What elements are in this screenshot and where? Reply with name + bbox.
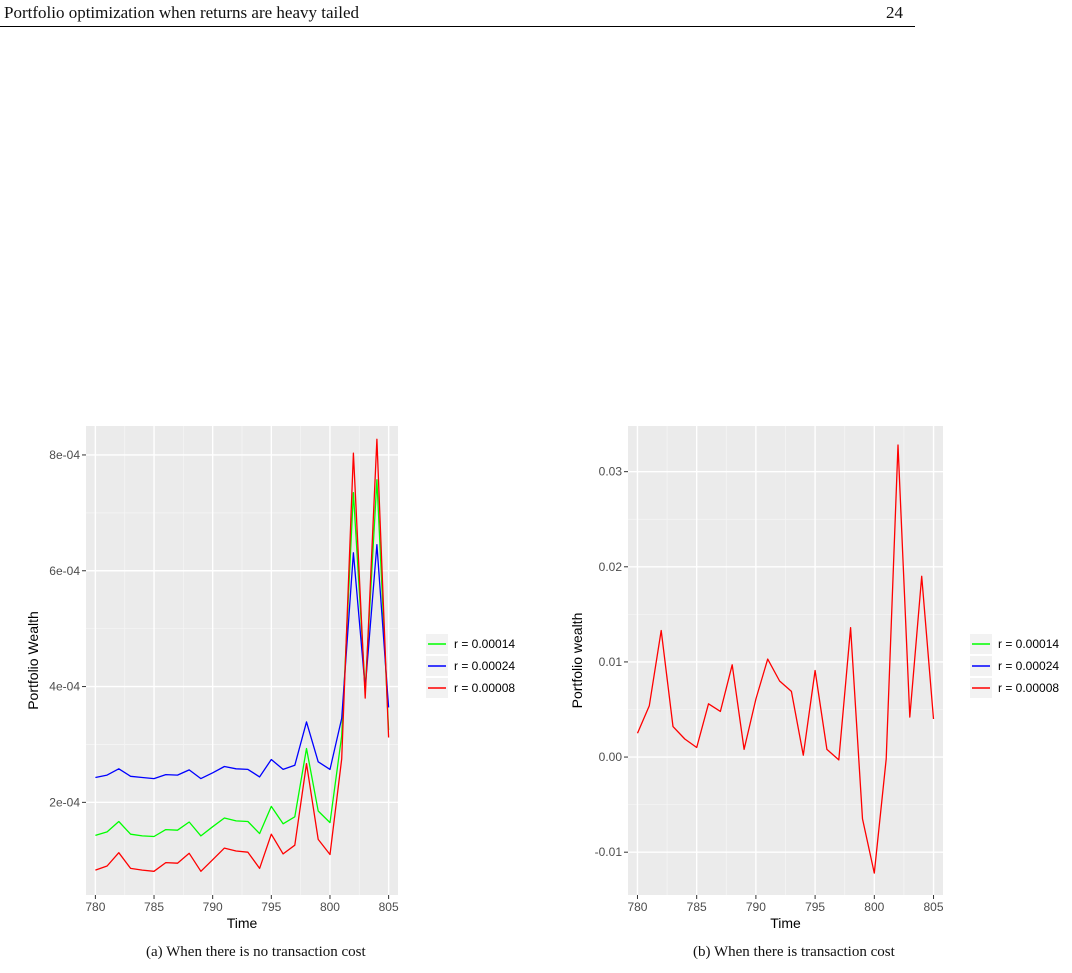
header-rule xyxy=(0,26,915,27)
caption-b: (b) When there is transaction cost xyxy=(693,944,895,960)
y-tick-label: 2e-04 xyxy=(49,795,80,809)
x-axis-title: Time xyxy=(227,915,258,931)
x-tick-label: 795 xyxy=(261,900,281,914)
legend-label: r = 0.00014 xyxy=(454,637,515,651)
y-tick-label: 8e-04 xyxy=(49,448,80,462)
page-number: 24 xyxy=(886,3,903,22)
x-tick-label: 800 xyxy=(320,900,340,914)
running-title: Portfolio optimization when returns are … xyxy=(4,3,360,22)
legend-label: r = 0.00008 xyxy=(454,681,515,695)
series-line xyxy=(95,438,390,872)
x-tick-label: 790 xyxy=(203,900,223,914)
x-tick-label: 780 xyxy=(85,900,105,914)
y-axis-title: Portfolio Wealth xyxy=(25,611,41,710)
caption-a: (a) When there is no transaction cost xyxy=(146,944,366,960)
page-header: Portfolio optimization when returns are … xyxy=(0,0,1072,40)
x-tick-label: 785 xyxy=(144,900,164,914)
legend-label: r = 0.00024 xyxy=(454,659,515,673)
x-tick-label: 805 xyxy=(379,900,399,914)
series-line xyxy=(95,544,390,780)
series-line xyxy=(95,479,390,838)
y-tick-label: 4e-04 xyxy=(49,680,80,694)
y-tick-label: 6e-04 xyxy=(49,564,80,578)
